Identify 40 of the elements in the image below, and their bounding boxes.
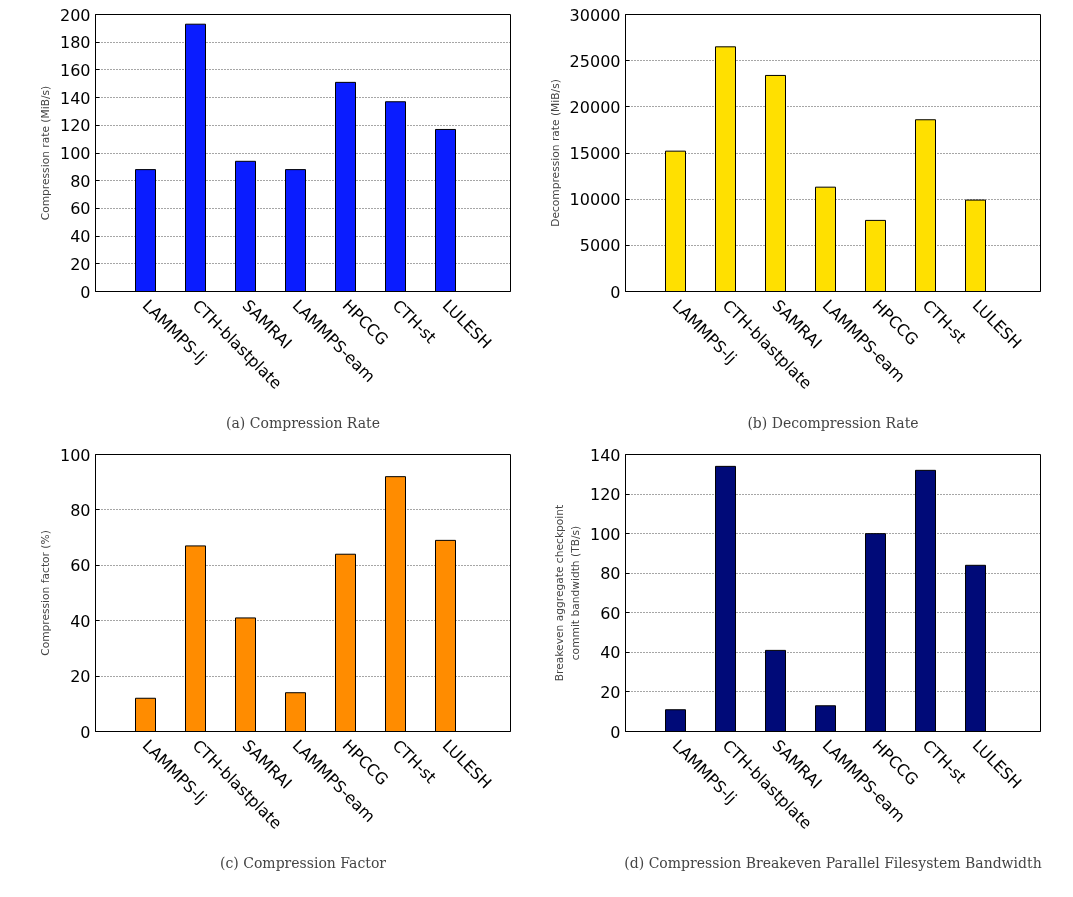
y-tick-label: 80 bbox=[70, 171, 91, 191]
y-tick-label: 0 bbox=[610, 282, 621, 302]
y-tick-label: 60 bbox=[70, 556, 91, 576]
y-tick-label: 0 bbox=[610, 722, 621, 742]
y-tick-label: 100 bbox=[589, 524, 621, 544]
y-tick-label: 25000 bbox=[569, 51, 621, 71]
y-tick-label: 60 bbox=[600, 603, 621, 623]
y-tick-label: 40 bbox=[70, 611, 91, 631]
y-tick-label: 200 bbox=[59, 5, 91, 25]
y-tick-label: 140 bbox=[589, 445, 621, 465]
y-tick-label: 0 bbox=[80, 722, 91, 742]
y-tick-label: 120 bbox=[589, 485, 621, 505]
y-axis-title: Compression factor (%) bbox=[38, 530, 52, 656]
text: (c) Compression Factor bbox=[219, 854, 387, 871]
y-tick-label: 100 bbox=[59, 144, 91, 163]
text: (a) Compression Rate bbox=[226, 414, 380, 431]
y-axis-title: Compression rate (MiB/s) bbox=[38, 85, 52, 221]
y-tick-label: 100 bbox=[59, 445, 91, 465]
y-tick-label: 20 bbox=[600, 682, 621, 702]
y-tick-label: 80 bbox=[600, 564, 621, 584]
y-tick-label: 30000 bbox=[569, 5, 621, 25]
y-axis-title: Breakeven aggregate checkpoint commit bandwidth (TB/s) bbox=[553, 504, 582, 682]
y-tick-label: 120 bbox=[59, 116, 91, 136]
y-tick-label: 20 bbox=[70, 254, 91, 274]
y-tick-label: 140 bbox=[59, 88, 91, 108]
y-tick-label: 60 bbox=[70, 199, 91, 219]
y-tick-label: 5000 bbox=[579, 236, 621, 256]
y-tick-label: 20 bbox=[70, 667, 91, 687]
y-tick-label: 160 bbox=[59, 60, 91, 80]
y-tick-label: 20000 bbox=[569, 97, 621, 117]
y-tick-label: 10000 bbox=[569, 190, 621, 210]
y-tick-label: 15000 bbox=[569, 144, 621, 163]
text: (d) Compression Breakeven Parallel Filesystem Bandwidth bbox=[624, 854, 1042, 871]
y-tick-label: 40 bbox=[600, 643, 621, 663]
y-tick-label: 0 bbox=[80, 282, 91, 302]
y-tick-label: 180 bbox=[59, 33, 91, 53]
y-axis-title: Decompression rate (MiB/s) bbox=[548, 79, 562, 227]
y-tick-label: 40 bbox=[70, 227, 91, 247]
text: (b) Decompression Rate bbox=[747, 414, 919, 431]
y-tick-label: 80 bbox=[70, 500, 91, 520]
